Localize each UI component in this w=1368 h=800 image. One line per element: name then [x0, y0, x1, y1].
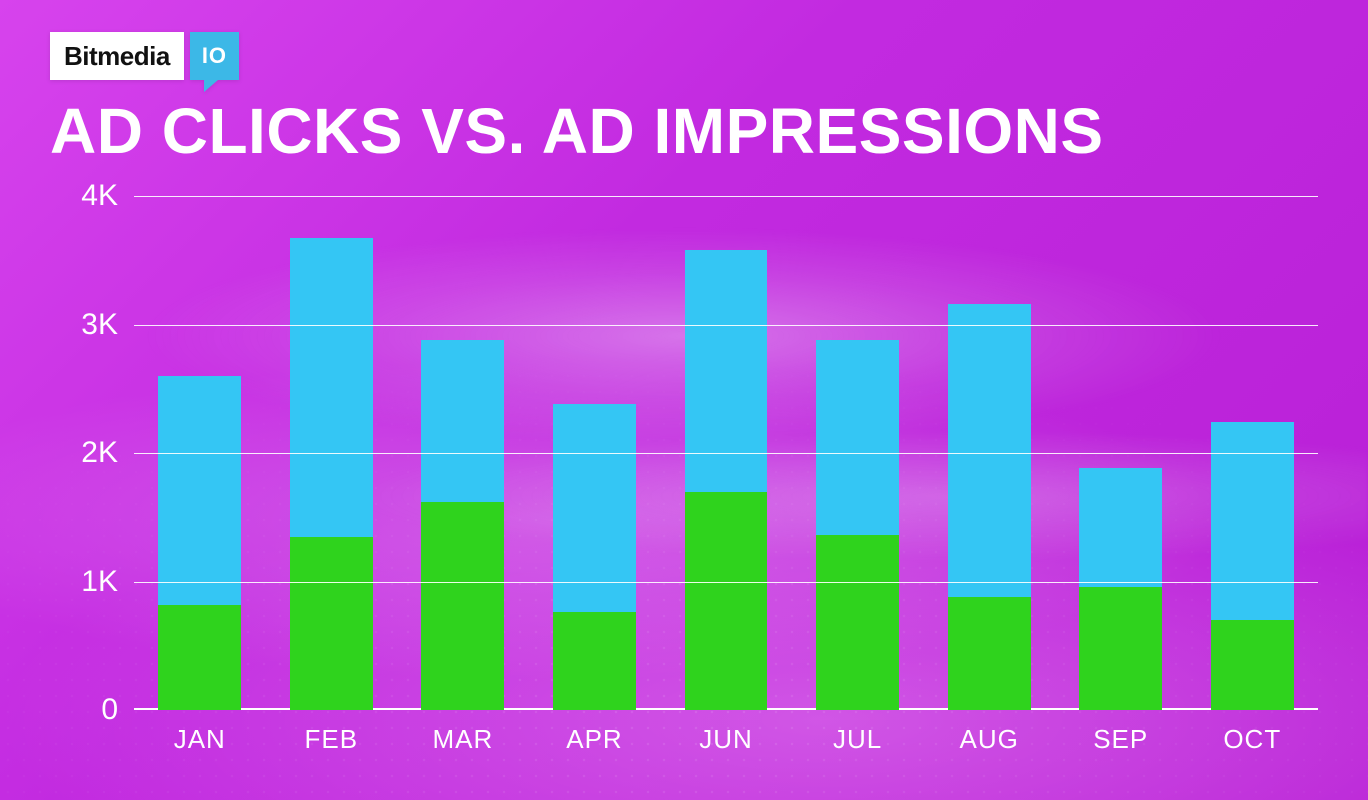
bar-segment: [1211, 422, 1294, 620]
gridline: [134, 582, 1318, 583]
bar-segment: [290, 238, 373, 536]
bar-segment: [553, 612, 636, 710]
y-tick-label: 3K: [81, 308, 118, 342]
gridline: [134, 453, 1318, 454]
x-tick-label: JUL: [833, 724, 882, 755]
y-tick-label: 4K: [81, 179, 118, 213]
bar-stack: [685, 250, 768, 710]
bar-stack: [421, 340, 504, 710]
bar-segment: [1211, 620, 1294, 710]
bar-segment: [421, 502, 504, 710]
bar-stack: [948, 304, 1031, 710]
x-tick-label: JAN: [174, 724, 226, 755]
brand-name-left: Bitmedia: [50, 32, 184, 80]
bar-segment: [158, 605, 241, 710]
bar-segment: [948, 597, 1031, 710]
brand-name-right: IO: [190, 32, 239, 80]
bar-stack: [290, 238, 373, 710]
chart-title: AD CLICKS VS. AD IMPRESSIONS: [50, 94, 1318, 168]
bar-segment: [158, 376, 241, 605]
y-tick-label: 2K: [81, 436, 118, 470]
bar-stack: [1211, 422, 1294, 710]
bar-segment: [1079, 468, 1162, 586]
bar-stack: [1079, 468, 1162, 710]
bar-segment: [685, 492, 768, 710]
bar-segment: [290, 537, 373, 710]
bar-stack: [816, 340, 899, 710]
x-tick-label: JUN: [699, 724, 753, 755]
y-tick-label: 1K: [81, 565, 118, 599]
bar-segment: [816, 535, 899, 710]
y-tick-label: 0: [101, 693, 118, 727]
x-tick-label: MAR: [433, 724, 494, 755]
brand-logo: Bitmedia IO: [50, 32, 239, 80]
bar-segment: [948, 304, 1031, 597]
x-tick-label: SEP: [1093, 724, 1148, 755]
gridline: [134, 325, 1318, 326]
content-wrapper: Bitmedia IO AD CLICKS VS. AD IMPRESSIONS…: [0, 0, 1368, 800]
plot-area: JAN FEB MAR APR JUN JUL AUG SEP OCT: [134, 196, 1318, 760]
y-axis: 01K2K3K4K: [50, 196, 134, 760]
bar-segment: [421, 340, 504, 502]
chart-area: 01K2K3K4K JANFEBMARAPRJUNJULAUGSEPOCT: [50, 196, 1318, 760]
bar-stack: [553, 404, 636, 710]
gridline: [134, 196, 1318, 197]
x-tick-label: APR: [566, 724, 622, 755]
x-tick-label: FEB: [305, 724, 359, 755]
bar-segment: [685, 250, 768, 492]
x-tick-label: AUG: [959, 724, 1018, 755]
bar-segment: [1079, 587, 1162, 710]
bar-segment: [816, 340, 899, 535]
bar-stack: [158, 376, 241, 710]
x-tick-label: OCT: [1223, 724, 1281, 755]
